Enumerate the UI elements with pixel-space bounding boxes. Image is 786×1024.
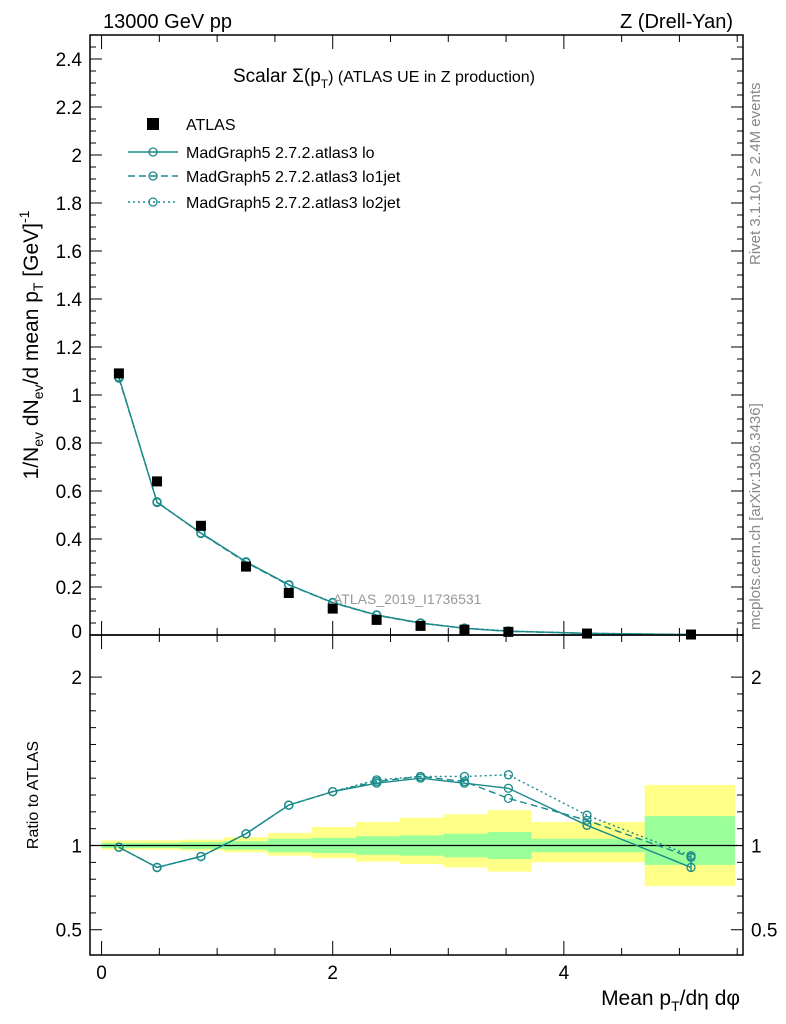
top-ytick-label: 2.4 xyxy=(56,50,83,71)
bottom-ylabel: Ratio to ATLAS xyxy=(25,741,42,849)
ratio-series-point xyxy=(503,783,514,793)
atlas-data-point xyxy=(241,561,252,572)
ratio-series-point xyxy=(459,776,470,787)
atlas-data-point xyxy=(327,603,338,614)
top-ytick-label: 2 xyxy=(71,146,82,167)
ratio-series-point xyxy=(415,771,426,782)
ratio-series-point xyxy=(582,820,592,830)
ratio-series-point xyxy=(284,800,294,810)
ratio-series-point xyxy=(114,842,124,852)
header-right: Z (Drell-Yan) xyxy=(620,11,733,33)
atlas-data-point xyxy=(581,628,592,639)
ratio-series-point xyxy=(241,829,251,839)
ratio-series-point xyxy=(582,810,592,820)
bottom-ytick-label: 2 xyxy=(71,668,82,689)
top-title: Scalar Σ(pT) (ATLAS UE in Z production) xyxy=(233,66,535,91)
legend-marker xyxy=(148,147,158,157)
top-ytick-label-zero: 0 xyxy=(71,622,82,643)
legend-label: ATLAS xyxy=(186,117,236,134)
ratio-series-point xyxy=(503,770,514,780)
top-title-sub: T xyxy=(321,77,329,91)
ratio-series-point xyxy=(582,815,592,825)
top-series-point xyxy=(152,497,162,508)
atlas-data-point xyxy=(195,520,206,531)
ratio-series-line xyxy=(118,774,692,869)
ratio-series-point xyxy=(196,851,206,862)
atlas-data-point xyxy=(503,626,514,637)
top-ytick-label: 0.8 xyxy=(56,434,82,455)
top-ylabel: 1/Nev dNev/d mean pT [GeV]-1 xyxy=(16,210,46,479)
rivet-label: Rivet 3.1.10, ≥ 2.4M events xyxy=(747,83,764,266)
top-title-tail: ) (ATLAS UE in Z production) xyxy=(328,69,535,86)
top-ytick-label: 0.6 xyxy=(56,482,82,503)
bottom-xtick-label: 2 xyxy=(327,963,338,984)
x-axis-label: Mean pT/dη dφ xyxy=(601,987,740,1014)
atlas-data-point xyxy=(459,624,470,635)
top-ytick-label: 2.2 xyxy=(56,98,82,119)
top-ytick-label: 1 xyxy=(71,386,82,407)
bottom-xtick-label: 0 xyxy=(96,963,107,984)
x-axis-label-tail: /dη dφ xyxy=(680,987,740,1010)
legend-label: MadGraph5 2.7.2.atlas3 lo2jet xyxy=(186,195,401,212)
top-ytick-label: 1.8 xyxy=(56,194,82,215)
header-left: 13000 GeV pp xyxy=(103,11,232,33)
ratio-series-point xyxy=(459,771,470,782)
top-ytick-label: 1.6 xyxy=(56,242,82,263)
top-panel: 0.2 0.4 0.6 0.8 1 1.2 1.4 1.6 1.8 2 2.2 2.4 0 xyxy=(56,34,744,643)
watermark: ATLAS_2019_I1736531 xyxy=(333,591,482,607)
ratio-series-point xyxy=(152,862,162,873)
ratio-series-point xyxy=(371,775,382,785)
atlas-data-point xyxy=(283,588,294,598)
top-ytick-label: 1.4 xyxy=(56,290,83,311)
atlas-data-point xyxy=(371,614,382,625)
bottom-panel: 0.5 0.5 1 1 2 2 0 2 4 xyxy=(56,634,777,984)
x-axis-label-main: Mean p xyxy=(601,987,671,1010)
top-ytick-label: 0.4 xyxy=(56,530,83,551)
svg-text:1/Nev dNev/d mean pT [GeV]-1: 1/Nev dNev/d mean pT [GeV]-1 xyxy=(16,210,46,479)
bottom-ytick-label-right: 2 xyxy=(751,668,762,689)
atlas-data-point xyxy=(113,368,124,379)
bottom-ytick-label-right: 0.5 xyxy=(751,921,777,942)
legend-label: MadGraph5 2.7.2.atlas3 lo xyxy=(186,145,375,162)
ratio-series-point xyxy=(328,786,338,797)
bottom-ytick-label: 0.5 xyxy=(56,921,82,942)
legend-label: MadGraph5 2.7.2.atlas3 lo1jet xyxy=(186,169,401,186)
legend-marker xyxy=(148,197,158,207)
bottom-ytick-label-right: 1 xyxy=(751,837,762,858)
ratio-series-point xyxy=(503,793,514,804)
x-axis-label-sub: T xyxy=(671,998,680,1014)
top-ytick-label: 0.2 xyxy=(56,578,82,599)
atlas-data-point xyxy=(152,476,163,487)
legend-marker-atlas xyxy=(147,118,159,130)
legend-marker xyxy=(148,171,158,181)
top-title-main: Scalar Σ(p xyxy=(233,66,321,87)
top-series-line xyxy=(118,377,691,636)
mcplots-label: mcplots.cern.ch [arXiv:1306.3436] xyxy=(747,403,764,630)
atlas-data-point xyxy=(415,620,426,631)
legend: ATLAS MadGraph5 2.7.2.atlas3 lo MadGraph5 … xyxy=(128,117,401,212)
bottom-ytick-label: 1 xyxy=(71,837,82,858)
bottom-xtick-label: 4 xyxy=(559,963,570,984)
top-ytick-label: 1.2 xyxy=(56,338,82,359)
